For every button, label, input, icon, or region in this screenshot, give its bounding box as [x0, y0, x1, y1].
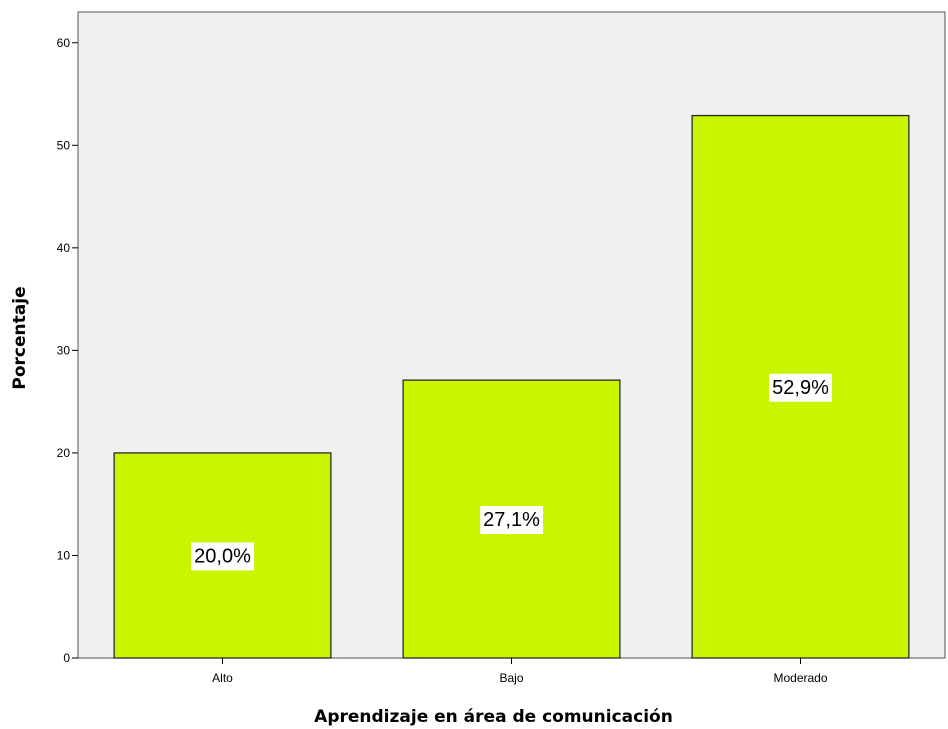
x-tick-label: Moderado — [773, 671, 827, 685]
y-tick-label: 30 — [57, 343, 71, 357]
data-label: 52,9% — [772, 377, 829, 399]
y-axis-title: Porcentaje — [10, 286, 30, 389]
y-tick-label: 50 — [57, 138, 71, 152]
data-label-background — [480, 506, 544, 535]
x-axis-title: Aprendizaje en área de comunicación — [314, 707, 673, 727]
data-label: 27,1% — [483, 509, 540, 531]
y-axis: 0 10 20 30 40 50 60 — [57, 36, 78, 665]
x-tick-label: Bajo — [499, 671, 523, 685]
x-axis: Alto Bajo Moderado — [212, 658, 828, 685]
y-tick-label: 40 — [57, 241, 71, 255]
data-label-background — [191, 542, 255, 571]
y-tick-label: 20 — [57, 446, 71, 460]
data-label: 20,0% — [194, 545, 251, 567]
data-label-background — [769, 373, 833, 402]
y-tick-label: 0 — [63, 651, 70, 665]
y-tick-label: 60 — [57, 36, 71, 50]
y-tick-label: 10 — [57, 548, 71, 562]
x-tick-label: Alto — [212, 671, 233, 685]
bars: 20,0% 27,1% 52,9% — [113, 114, 910, 659]
